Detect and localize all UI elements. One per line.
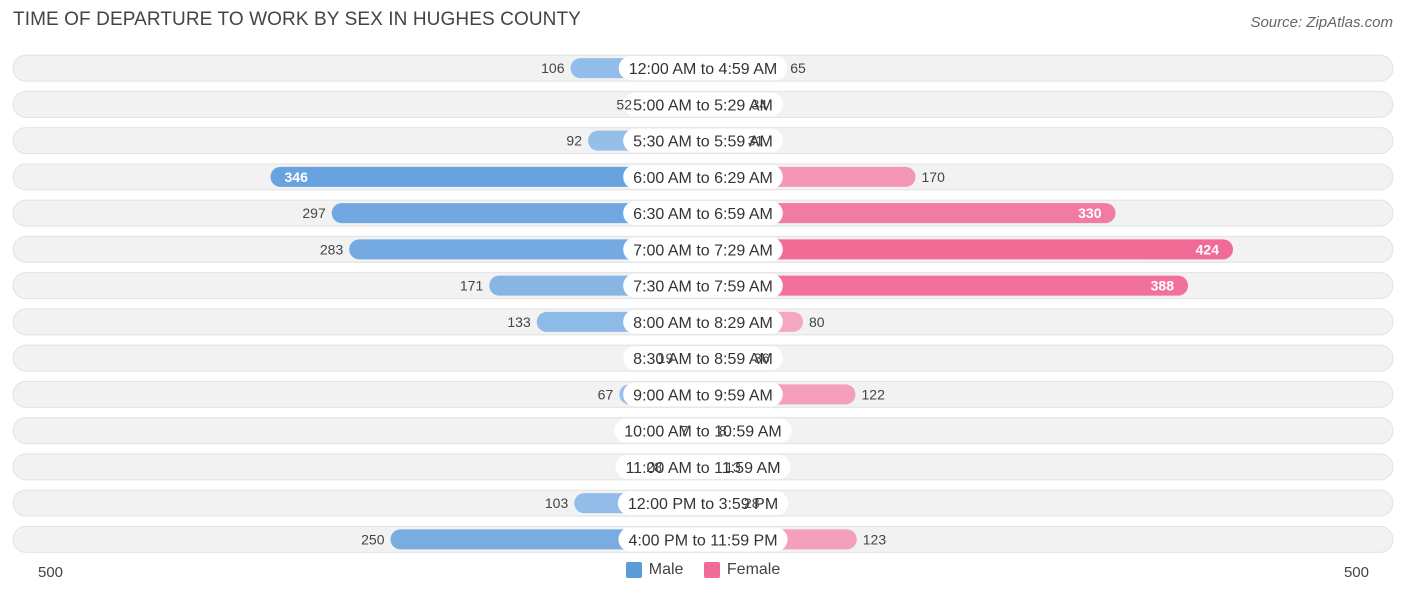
chart-row: 6:00 AM to 6:29 AM 346 170	[12, 163, 1394, 191]
legend-male-label: Male	[648, 561, 684, 578]
female-value-label: 36	[754, 350, 770, 366]
category-pill	[623, 346, 783, 371]
category-label: 4:00 PM to 11:59 PM	[628, 532, 777, 549]
female-bar[interactable]	[693, 203, 1116, 224]
category-label: 9:00 AM to 9:59 AM	[633, 387, 773, 404]
male-value-label: 7	[680, 423, 688, 439]
male-value-label: 19	[658, 350, 674, 366]
chart-row: 5:30 AM to 5:59 AM 92 31	[12, 127, 1394, 155]
category-label: 6:00 AM to 6:29 AM	[633, 170, 773, 187]
male-value-label: 297	[302, 205, 326, 221]
chart-row: 8:00 AM to 8:29 AM 133 80	[12, 308, 1394, 336]
chart-row: 4:00 PM to 11:59 PM 250 123	[12, 525, 1394, 553]
female-value-label: 80	[809, 314, 825, 330]
male-value-label: 283	[320, 241, 344, 257]
legend-female-label: Female	[726, 561, 781, 578]
female-swatch-icon	[703, 562, 720, 578]
male-bar[interactable]	[349, 239, 713, 260]
female-value-label: 170	[922, 169, 946, 185]
category-pill	[617, 491, 789, 516]
category-label: 7:30 AM to 7:59 AM	[633, 279, 773, 296]
category-label: 8:00 AM to 8:29 AM	[633, 315, 773, 332]
category-pill	[623, 164, 783, 189]
category-pill	[623, 201, 783, 226]
category-label: 12:00 AM to 4:59 AM	[629, 61, 778, 78]
female-bar[interactable]	[693, 275, 1188, 296]
female-value-label: 424	[1196, 241, 1220, 257]
category-label: 5:30 AM to 5:59 AM	[633, 134, 773, 151]
chart-row: 12:00 AM to 4:59 AM 106 65	[12, 54, 1394, 82]
female-value-label: 65	[790, 60, 806, 76]
axis-right-label: 500	[1344, 564, 1369, 581]
female-value-label: 34	[752, 96, 768, 112]
female-value-label: 8	[719, 423, 727, 439]
male-value-label: 67	[598, 386, 614, 402]
category-label: 6:30 AM to 6:59 AM	[633, 206, 773, 223]
category-pill	[618, 56, 788, 81]
category-label: 11:00 AM to 11:59 AM	[625, 460, 780, 477]
chart-row: 7:30 AM to 7:59 AM 171 388	[12, 272, 1394, 300]
legend: Male Female	[0, 561, 1406, 583]
category-pill	[623, 237, 783, 262]
category-label: 7:00 AM to 7:29 AM	[633, 242, 773, 259]
category-pill	[623, 273, 783, 298]
female-value-label: 31	[748, 133, 764, 149]
category-pill	[623, 382, 783, 407]
category-pill	[623, 92, 783, 117]
female-value-label: 388	[1151, 278, 1175, 294]
male-value-label: 106	[541, 60, 565, 76]
chart-row: 12:00 PM to 3:59 PM 103 28	[12, 489, 1394, 517]
male-bar[interactable]	[270, 166, 714, 187]
male-value-label: 346	[285, 169, 309, 185]
chart-title: TIME OF DEPARTURE TO WORK BY SEX IN HUGH…	[13, 9, 581, 30]
male-value-label: 171	[460, 278, 484, 294]
category-pill	[618, 527, 788, 552]
male-value-label: 28	[646, 459, 662, 475]
category-label: 8:30 AM to 8:59 AM	[633, 351, 773, 368]
male-value-label: 133	[507, 314, 531, 330]
male-value-label: 92	[566, 133, 582, 149]
female-bar[interactable]	[693, 239, 1233, 260]
chart-row: 7:00 AM to 7:29 AM 283 424	[12, 235, 1394, 263]
source-label: Source: ZipAtlas.com	[1250, 14, 1393, 31]
male-value-label: 250	[361, 531, 385, 547]
male-swatch-icon	[625, 562, 642, 578]
male-bar[interactable]	[331, 203, 713, 224]
female-value-label: 13	[725, 459, 741, 475]
category-pill	[615, 454, 791, 479]
legend-item-female[interactable]: Female	[703, 561, 781, 579]
legend-item-male[interactable]: Male	[625, 561, 684, 579]
category-label: 12:00 PM to 3:59 PM	[628, 496, 778, 513]
female-value-label: 122	[862, 386, 886, 402]
male-value-label: 52	[616, 96, 632, 112]
chart-row: 9:00 AM to 9:59 AM 67 122	[12, 380, 1394, 408]
chart-row: 10:00 AM to 10:59 AM7 8	[12, 417, 1394, 445]
female-value-label: 330	[1078, 205, 1102, 221]
female-value-label: 123	[863, 531, 887, 547]
category-pill	[614, 418, 792, 443]
category-label: 10:00 AM to 10:59 AM	[624, 424, 781, 441]
chart-row: 6:30 AM to 6:59 AM 297 330	[12, 199, 1394, 227]
female-value-label: 28	[744, 495, 760, 511]
category-pill	[623, 128, 783, 153]
category-label: 5:00 AM to 5:29 AM	[633, 97, 773, 114]
male-value-label: 103	[545, 495, 569, 511]
category-pill	[623, 309, 783, 334]
axis-left-label: 500	[38, 564, 63, 581]
